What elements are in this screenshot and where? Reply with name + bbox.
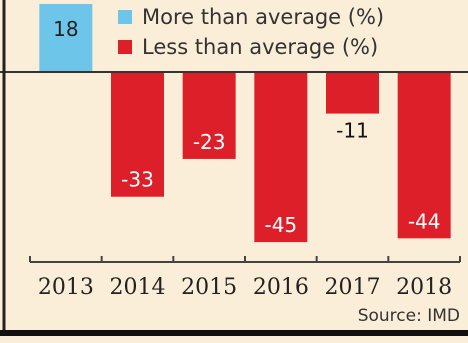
axes-group	[0, 0, 468, 330]
x-tick-labels-group: 2013 2014 2015 2016 2017 2018	[38, 275, 452, 300]
value-label-2017: -11	[336, 119, 369, 143]
x-tick-label-2017: 2017	[325, 275, 381, 300]
bar-2018	[397, 72, 451, 239]
legend-label-less: Less than average (%)	[142, 35, 379, 59]
bar-2015	[182, 72, 236, 159]
x-tick-label-2018: 2018	[396, 275, 452, 300]
legend-item-more: More than average (%)	[118, 2, 448, 32]
value-label-2015: -23	[193, 130, 226, 154]
legend-label-more: More than average (%)	[142, 5, 385, 29]
bars-group	[39, 3, 451, 243]
bottom-rule	[0, 330, 468, 336]
bar-2013	[39, 3, 93, 73]
source-note: Source: IMD	[357, 306, 460, 326]
legend-item-less: Less than average (%)	[118, 32, 448, 62]
value-label-2016: -45	[264, 213, 297, 237]
legend: More than average (%) Less than average …	[118, 2, 448, 62]
bar-2016	[254, 72, 308, 243]
x-tick-label-2014: 2014	[110, 275, 166, 300]
value-label-2013: 18	[53, 17, 78, 41]
bar-2017	[326, 72, 379, 114]
legend-swatch-less	[118, 40, 132, 54]
value-label-2014: -33	[121, 168, 154, 192]
x-tick-label-2015: 2015	[181, 275, 237, 300]
x-tick-label-2013: 2013	[38, 275, 94, 300]
bar-2014	[111, 72, 164, 197]
value-labels-group: 18 -33 -23 -45 -11 -44	[53, 17, 440, 237]
legend-swatch-more	[118, 10, 132, 24]
x-tick-label-2016: 2016	[253, 275, 309, 300]
value-label-2018: -44	[408, 209, 441, 233]
